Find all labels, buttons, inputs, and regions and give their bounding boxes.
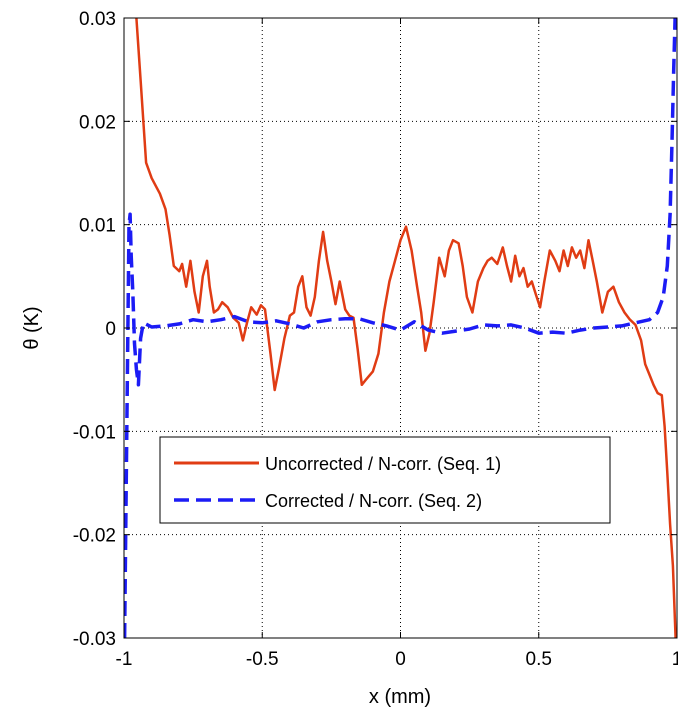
grid-lines: [124, 18, 677, 638]
y-tick-label: -0.03: [73, 629, 116, 650]
tick-labels: -1 -0.5 0 0.5 1 0.03 0.02 0.01 0 -0.01 -0.02 -0.03: [73, 9, 678, 670]
x-tick-label: -1: [116, 649, 133, 670]
y-tick-label: -0.02: [73, 526, 116, 547]
legend: Uncorrected / N-corr. (Seq. 1) Corrected…: [159, 436, 611, 524]
y-tick-label: 0: [105, 319, 116, 340]
x-tick-label: 0: [395, 649, 406, 670]
series-line-corrected: [124, 18, 677, 638]
x-tick-label: -0.5: [246, 649, 279, 670]
legend-label-corrected: Corrected / N-corr. (Seq. 2): [265, 491, 482, 511]
tick-marks: [123, 17, 678, 639]
series-line-uncorrected: [135, 18, 677, 638]
x-tick-label: 0.5: [526, 649, 552, 670]
x-axis-title: x (mm): [369, 686, 431, 708]
legend-box: [159, 436, 611, 524]
y-axis-title: θ (K): [21, 306, 43, 349]
y-tick-label: 0.03: [79, 9, 116, 30]
series-layer: [124, 18, 677, 638]
x-tick-label: 1: [672, 649, 678, 670]
legend-label-uncorrected: Uncorrected / N-corr. (Seq. 1): [265, 454, 501, 474]
y-tick-label: -0.01: [73, 422, 116, 443]
y-tick-label: 0.02: [79, 112, 116, 133]
y-tick-label: 0.01: [79, 216, 116, 237]
